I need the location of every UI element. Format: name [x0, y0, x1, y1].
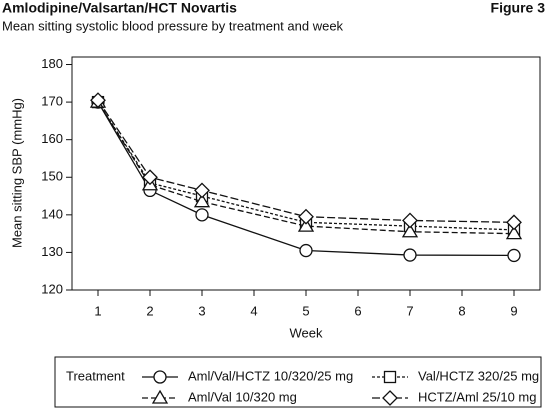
series-line [97, 101, 515, 235]
header-left: Amlodipine/Valsartan/HCT Novartis [2, 0, 237, 16]
marker [401, 223, 419, 238]
series-line [97, 101, 515, 231]
x-tick-label: 3 [198, 303, 205, 318]
marker [151, 389, 169, 404]
legend-label: HCTZ/Aml 25/10 mg [418, 389, 536, 404]
x-tick-label: 8 [458, 303, 465, 318]
legend-label: Val/HCTZ 320/25 mg [418, 368, 539, 383]
marker [299, 243, 313, 258]
x-tick-label: 5 [302, 303, 309, 318]
y-tick-label: 180 [41, 56, 63, 71]
marker [403, 248, 417, 262]
marker [193, 193, 211, 208]
marker [505, 225, 523, 240]
x-tick-label: 7 [406, 303, 413, 318]
x-tick-label: 6 [354, 303, 361, 318]
marker [506, 214, 522, 231]
series-line [97, 101, 515, 257]
y-axis-label: Mean sitting SBP (mmHg) [9, 98, 24, 248]
series-line [97, 99, 515, 224]
x-tick-label: 4 [250, 303, 257, 318]
marker [142, 169, 158, 186]
marker [297, 217, 315, 232]
y-tick-label: 170 [41, 94, 63, 109]
marker [507, 248, 521, 263]
x-tick-label: 1 [94, 303, 101, 318]
legend-frame [54, 356, 542, 408]
x-axis-label: Week [290, 325, 323, 340]
marker [383, 370, 397, 384]
y-tick-label: 140 [41, 206, 63, 221]
header-right: Figure 3 [491, 0, 546, 16]
y-tick-label: 130 [41, 244, 63, 259]
marker [382, 390, 398, 406]
chart-title: Mean sitting systolic blood pressure by … [2, 18, 344, 33]
legend-title: Treatment [66, 368, 125, 383]
marker [195, 208, 209, 222]
y-tick-label: 160 [41, 131, 63, 146]
legend-label: Aml/Val 10/320 mg [188, 389, 297, 404]
x-tick-label: 9 [510, 303, 517, 318]
legend-label: Aml/Val/HCTZ 10/320/25 mg [188, 368, 353, 383]
marker [194, 182, 210, 199]
y-tick-label: 150 [41, 169, 63, 184]
marker [298, 208, 314, 225]
y-tick-label: 120 [41, 281, 63, 296]
marker [402, 212, 418, 229]
x-tick-label: 2 [146, 303, 153, 318]
marker [153, 370, 167, 384]
marker [90, 92, 106, 109]
